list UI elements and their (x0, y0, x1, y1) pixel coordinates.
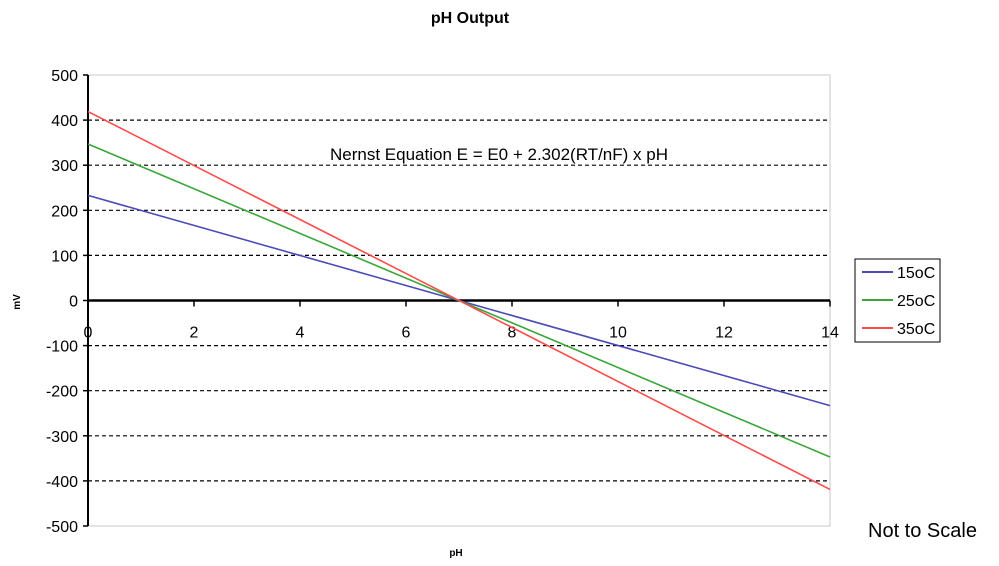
legend: 15oC 25oC 35oC (854, 258, 941, 343)
x-tick-label: 12 (715, 325, 733, 342)
not-to-scale-note: Not to Scale (868, 520, 977, 542)
y-tick-label: -500 (46, 519, 78, 536)
x-axis-ticks: 0 2 4 6 8 10 12 14 (84, 300, 839, 342)
x-tick-label: 14 (821, 325, 839, 342)
y-tick-label: -200 (46, 384, 78, 401)
gridlines (88, 119, 830, 482)
y-tick-label: 400 (51, 113, 78, 130)
y-tick-label: -100 (46, 339, 78, 356)
y-tick-label: 500 (51, 68, 78, 85)
x-tick-label: 0 (84, 325, 93, 342)
nernst-annotation: Nernst Equation E = E0 + 2.302(RT/nF) x … (330, 145, 668, 164)
legend-label: 15oC (897, 265, 935, 282)
legend-label: 25oC (897, 293, 935, 310)
y-tick-label: 0 (69, 294, 78, 311)
x-axis-title: pH (449, 548, 462, 559)
x-tick-label: 6 (402, 325, 411, 342)
y-tick-label: 200 (51, 203, 78, 220)
y-axis-title: mV (12, 294, 23, 310)
x-tick-label: 8 (508, 325, 517, 342)
y-tick-label: -400 (46, 474, 78, 491)
chart-title: pH Output (431, 10, 510, 27)
series-lines (87, 110, 831, 491)
y-tick-label: -300 (46, 429, 78, 446)
series-line (87, 110, 831, 491)
y-tick-label: 100 (51, 248, 78, 265)
y-axis-ticks: 500 400 300 200 100 0 -100 -200 -300 -400 -500 (46, 68, 88, 536)
x-tick-label: 2 (190, 325, 199, 342)
legend-label: 35oC (897, 321, 935, 338)
x-tick-label: 10 (609, 325, 627, 342)
y-tick-label: 300 (51, 158, 78, 175)
x-tick-label: 4 (296, 325, 305, 342)
